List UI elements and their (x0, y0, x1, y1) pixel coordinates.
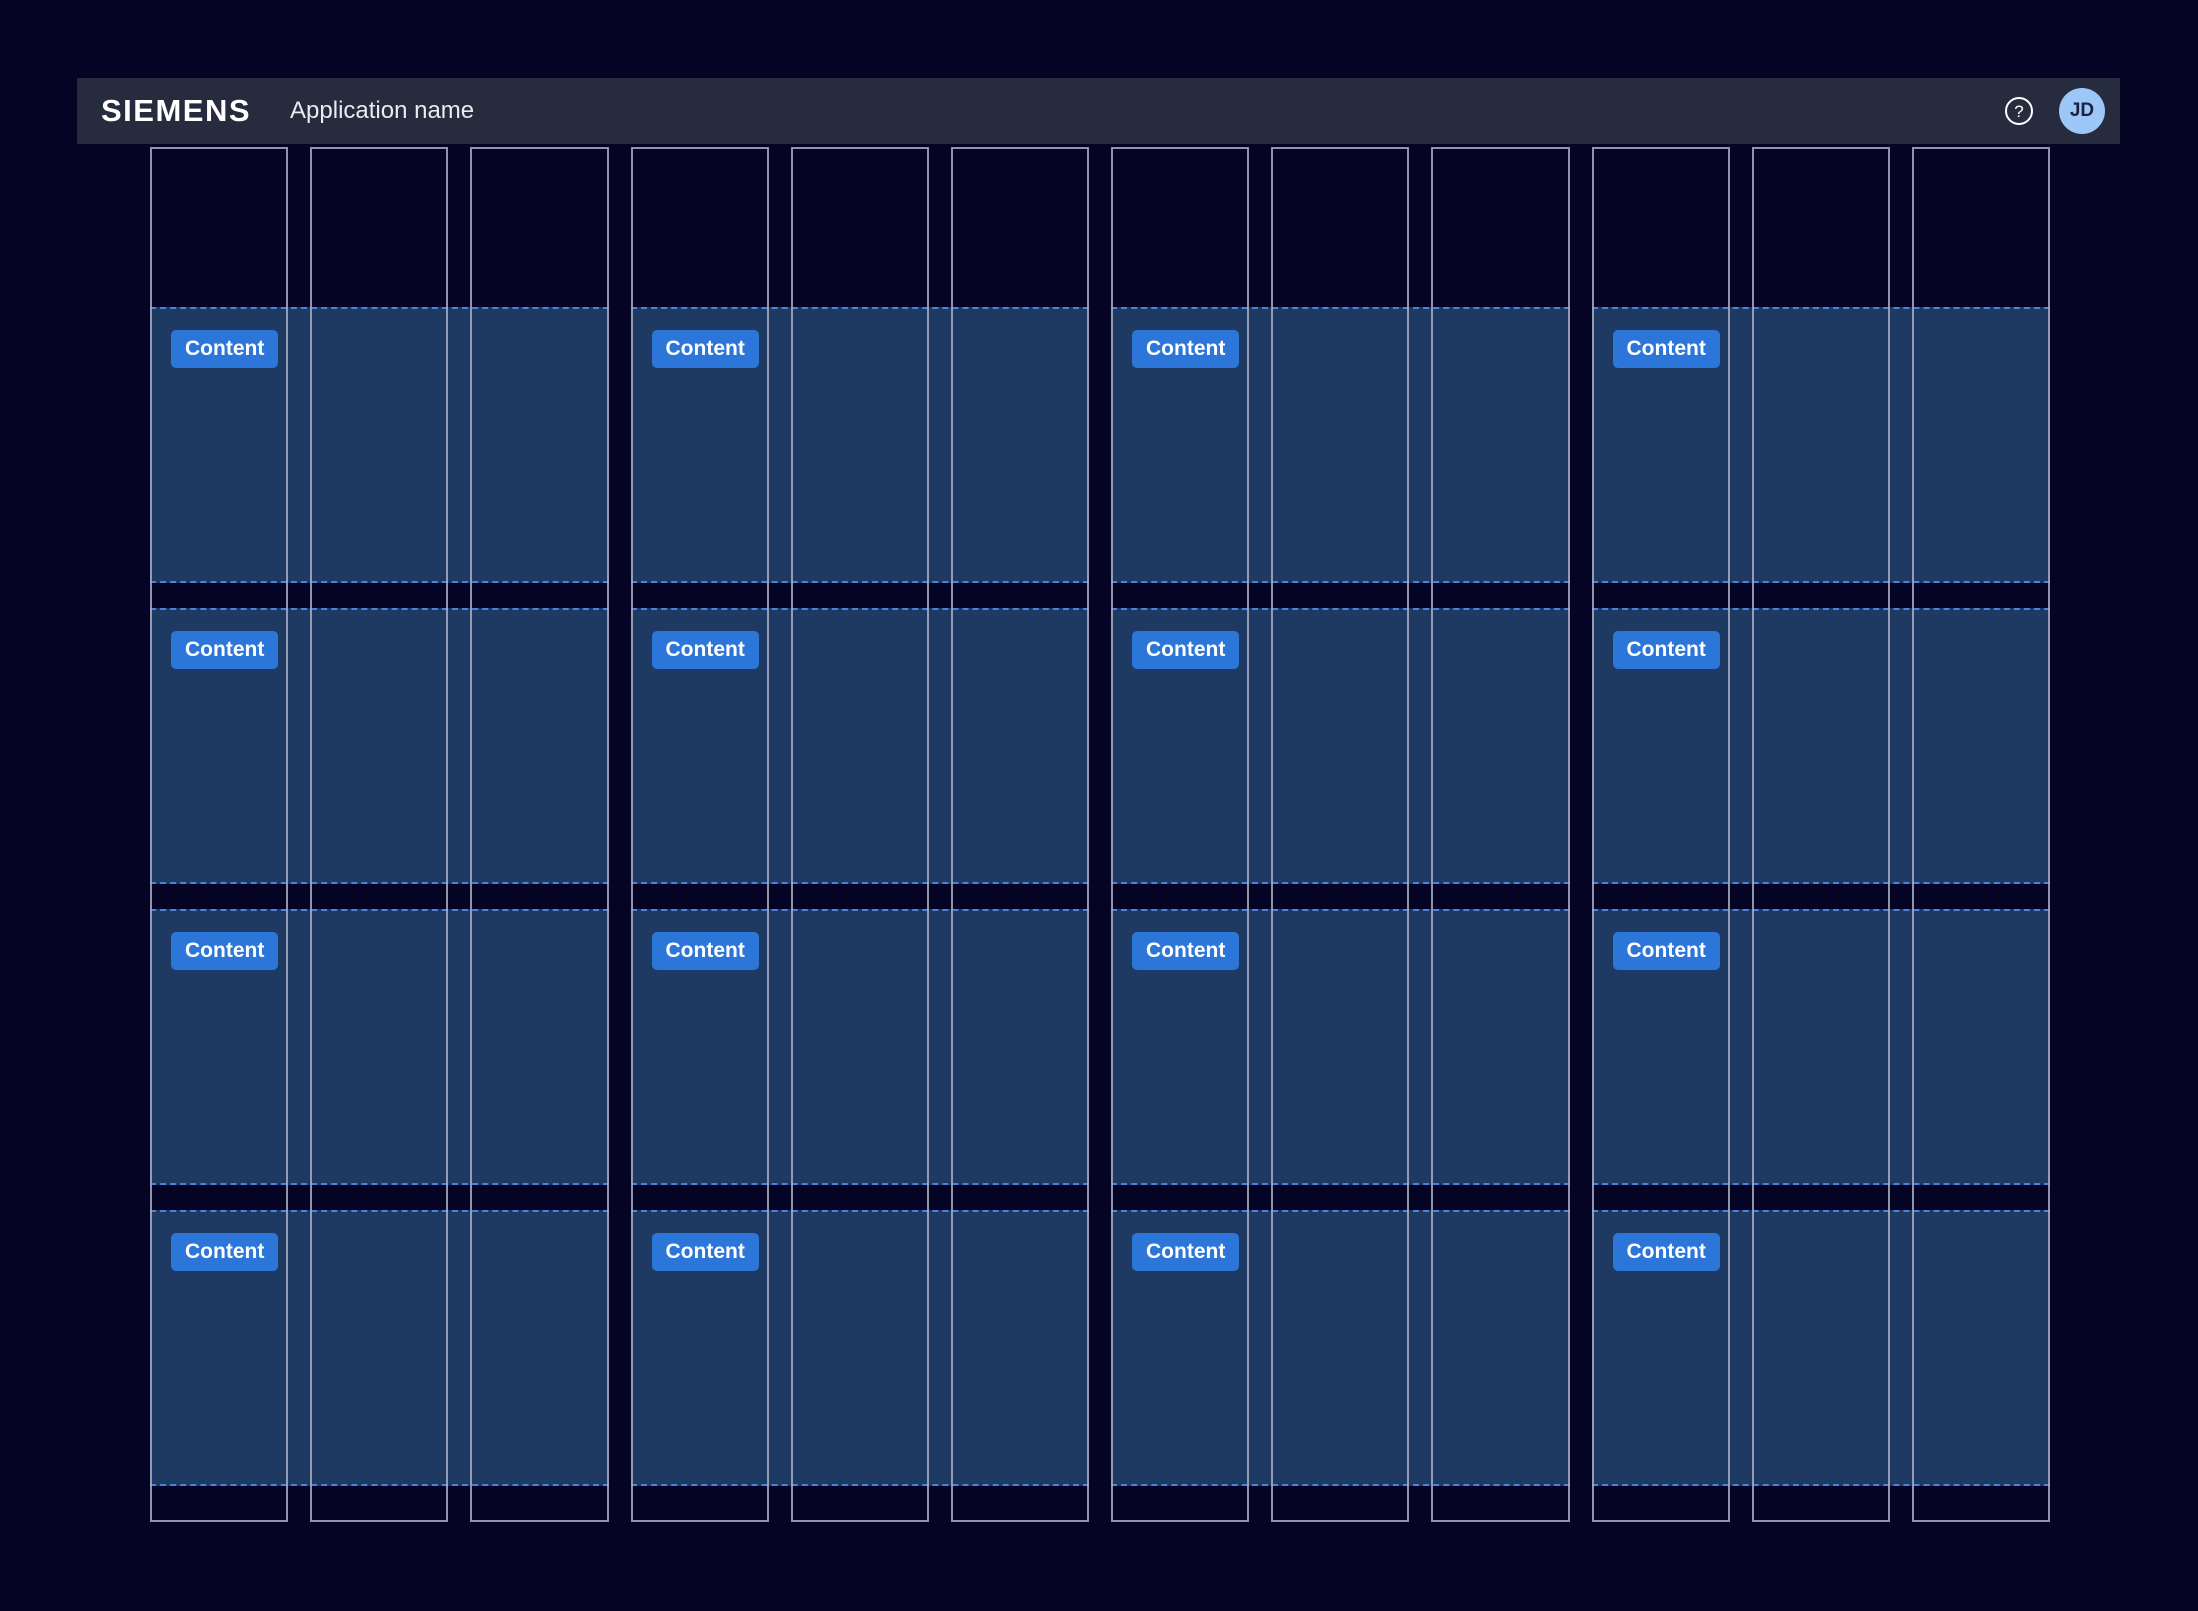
content-button[interactable]: Content (1612, 330, 1720, 368)
content-block: Content (1591, 1210, 2050, 1486)
content-block: Content (1111, 1210, 1570, 1486)
layout-grid: Content Content Content Content Content … (150, 147, 2050, 1522)
content-block: Content (1111, 608, 1570, 884)
content-button[interactable]: Content (1132, 1233, 1240, 1271)
content-block: Content (630, 307, 1089, 583)
help-icon[interactable]: ? (2005, 97, 2033, 125)
content-button[interactable]: Content (1132, 932, 1240, 970)
content-block: Content (150, 307, 609, 583)
app-header: SIEMENS Application name ? JD (77, 78, 2120, 144)
grid-row: Content Content Content Content (150, 909, 2050, 1185)
content-button[interactable]: Content (171, 932, 279, 970)
content-button[interactable]: Content (651, 1233, 759, 1271)
content-block: Content (1111, 909, 1570, 1185)
content-button[interactable]: Content (651, 631, 759, 669)
content-block: Content (1111, 307, 1570, 583)
content-button[interactable]: Content (1132, 631, 1240, 669)
content-button[interactable]: Content (1132, 330, 1240, 368)
grid-row: Content Content Content Content (150, 608, 2050, 884)
content-button[interactable]: Content (171, 330, 279, 368)
user-avatar[interactable]: JD (2059, 88, 2105, 134)
content-button[interactable]: Content (171, 631, 279, 669)
app-title: Application name (290, 97, 475, 124)
content-button[interactable]: Content (1612, 932, 1720, 970)
content-block: Content (150, 909, 609, 1185)
content-rows: Content Content Content Content Content … (150, 307, 2050, 1486)
content-block: Content (1591, 608, 2050, 884)
content-block: Content (630, 909, 1089, 1185)
content-block: Content (630, 1210, 1089, 1486)
grid-row: Content Content Content Content (150, 1210, 2050, 1486)
content-block: Content (150, 1210, 609, 1486)
content-button[interactable]: Content (651, 330, 759, 368)
siemens-logo: SIEMENS (101, 93, 252, 128)
content-block: Content (630, 608, 1089, 884)
content-button[interactable]: Content (1612, 631, 1720, 669)
grid-row: Content Content Content Content (150, 307, 2050, 583)
content-block: Content (1591, 909, 2050, 1185)
content-button[interactable]: Content (171, 1233, 279, 1271)
content-button[interactable]: Content (651, 932, 759, 970)
question-mark-glyph: ? (2014, 101, 2024, 121)
content-button[interactable]: Content (1612, 1233, 1720, 1271)
content-block: Content (1591, 307, 2050, 583)
content-block: Content (150, 608, 609, 884)
